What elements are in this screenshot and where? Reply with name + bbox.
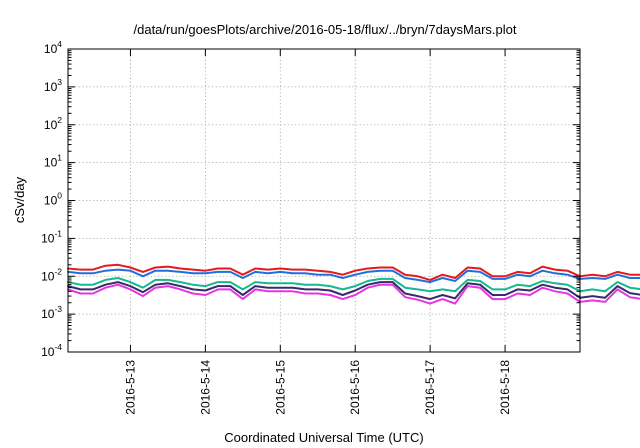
- chart-title: /data/run/goesPlots/archive/2016-05-18/f…: [134, 22, 517, 37]
- y-tick-label: 10-1: [41, 228, 62, 245]
- y-tick-label: 10-2: [41, 266, 62, 283]
- y-tick-label: 10-4: [41, 342, 62, 359]
- y-axis-label: cSv/day: [12, 176, 27, 223]
- x-tick-label: 2016-5-13: [123, 360, 137, 415]
- data-series: [67, 263, 640, 305]
- y-tick-label: 104: [44, 39, 62, 56]
- grid-lines: [68, 49, 580, 352]
- series-line: [67, 277, 640, 293]
- series-line: [67, 281, 640, 301]
- y-tick-label: 100: [44, 191, 62, 208]
- series-line: [67, 263, 640, 281]
- x-tick-label: 2016-5-15: [273, 360, 287, 415]
- x-tick-label: 2016-5-18: [498, 360, 512, 415]
- x-tick-label: 2016-5-16: [348, 360, 362, 415]
- y-tick-label: 10-3: [41, 304, 62, 321]
- y-tick-label: 101: [44, 153, 62, 170]
- x-axis-label: Coordinated Universal Time (UTC): [224, 430, 423, 445]
- x-tick-label: 2016-5-14: [198, 360, 212, 415]
- y-tick-label: 102: [44, 115, 62, 132]
- series-line: [67, 283, 640, 305]
- y-tick-label: 103: [44, 77, 62, 94]
- x-tick-label: 2016-5-17: [423, 360, 437, 415]
- series-line: [67, 268, 640, 284]
- y-axis-ticks: 10-4 10-3 10-2 10-1 100 101 102 103 104: [41, 39, 580, 359]
- x-axis-ticks: 2016-5-13 2016-5-14 2016-5-15 2016-5-16 2016…: [123, 49, 512, 415]
